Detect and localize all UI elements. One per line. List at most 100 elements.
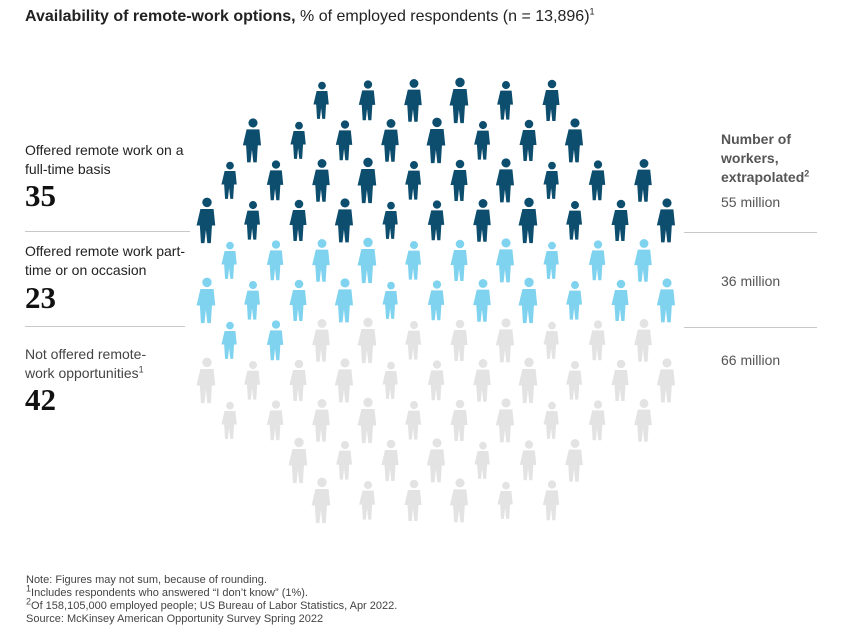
person-body — [450, 250, 468, 281]
person — [359, 481, 375, 520]
person — [221, 241, 237, 279]
person — [611, 279, 629, 321]
person-head — [294, 359, 304, 369]
person-body — [495, 329, 514, 363]
person — [312, 159, 330, 202]
person-head — [570, 201, 580, 210]
person-head — [202, 277, 212, 288]
person — [565, 439, 583, 482]
person-body — [359, 490, 375, 520]
person — [588, 400, 606, 441]
footnote-marker: 2 — [26, 596, 32, 607]
person-head — [593, 160, 603, 169]
person-body — [566, 290, 582, 320]
person-head — [409, 321, 419, 330]
category-text: Not offered remote-work opportunities — [25, 346, 147, 381]
person-head — [570, 281, 580, 290]
person-head — [294, 437, 304, 448]
workers-label: 66 million — [721, 352, 781, 368]
person-head — [409, 241, 419, 250]
person-body — [404, 490, 422, 521]
person-head — [662, 358, 672, 368]
person — [588, 240, 606, 281]
person-body — [311, 489, 331, 524]
person-body — [405, 410, 421, 440]
person-head — [340, 278, 350, 288]
person-body — [473, 289, 491, 322]
person-body — [564, 129, 583, 163]
title: Availability of remote-work options, % o… — [25, 7, 595, 26]
person-body — [289, 370, 307, 401]
person-head — [317, 319, 327, 328]
person-body — [565, 449, 583, 482]
person — [404, 79, 422, 122]
person — [543, 241, 559, 279]
footnote: 2Of 158,105,000 employed people; US Bure… — [26, 597, 397, 613]
subtitle: % of employed respondents (n = 13,896) — [300, 8, 590, 25]
person-body — [656, 289, 675, 323]
person-head — [616, 199, 626, 209]
source: Source: McKinsey American Opportunity Su… — [26, 613, 324, 625]
person — [289, 359, 307, 401]
person — [312, 319, 330, 362]
person — [427, 360, 445, 401]
footnote: 1Includes respondents who answered “I do… — [26, 584, 397, 600]
person — [495, 238, 514, 283]
person-body — [656, 369, 675, 403]
person-head — [455, 77, 465, 88]
person-body — [196, 289, 216, 324]
person-head — [226, 401, 234, 410]
person — [450, 399, 468, 441]
workers-label: 55 million — [721, 194, 781, 210]
person-head — [524, 277, 534, 288]
footnote-text: Includes respondents who answered “I don… — [31, 587, 308, 599]
person — [564, 118, 583, 163]
person — [450, 319, 468, 361]
person-head — [409, 79, 419, 88]
person — [495, 158, 514, 203]
person — [473, 359, 491, 402]
person — [588, 160, 606, 201]
person-body — [405, 330, 421, 360]
person-body — [426, 449, 445, 483]
person — [634, 319, 652, 362]
person-body — [495, 409, 514, 443]
person-body — [266, 170, 284, 201]
person-head — [478, 199, 488, 208]
person-head — [271, 400, 281, 409]
person-head — [248, 281, 258, 290]
person-head — [226, 161, 234, 170]
person-body — [449, 489, 468, 523]
person-head — [409, 479, 419, 489]
person-body — [543, 171, 559, 199]
person-head — [226, 321, 234, 330]
person-head — [455, 319, 465, 329]
person-body — [312, 409, 330, 442]
person-head — [432, 280, 442, 289]
person-head — [501, 158, 511, 168]
person-head — [501, 398, 511, 408]
person — [450, 159, 468, 201]
person — [357, 157, 377, 204]
person-body — [334, 289, 353, 323]
person-body — [244, 210, 260, 240]
person-body — [450, 170, 468, 201]
person — [242, 118, 261, 163]
person-head — [317, 477, 327, 488]
people-group — [196, 77, 675, 244]
person-head — [593, 400, 603, 409]
person-body — [518, 289, 538, 324]
person-body — [334, 369, 353, 403]
notes: Note: Figures may not sum, because of ro… — [26, 574, 397, 626]
person-head — [524, 440, 534, 449]
person-body — [382, 291, 398, 319]
person-body — [266, 410, 284, 441]
person-body — [543, 251, 559, 279]
person-body — [221, 411, 237, 439]
person-head — [226, 241, 234, 250]
person — [382, 281, 398, 319]
person — [357, 397, 377, 444]
person-body — [289, 210, 307, 241]
person-head — [639, 239, 649, 248]
